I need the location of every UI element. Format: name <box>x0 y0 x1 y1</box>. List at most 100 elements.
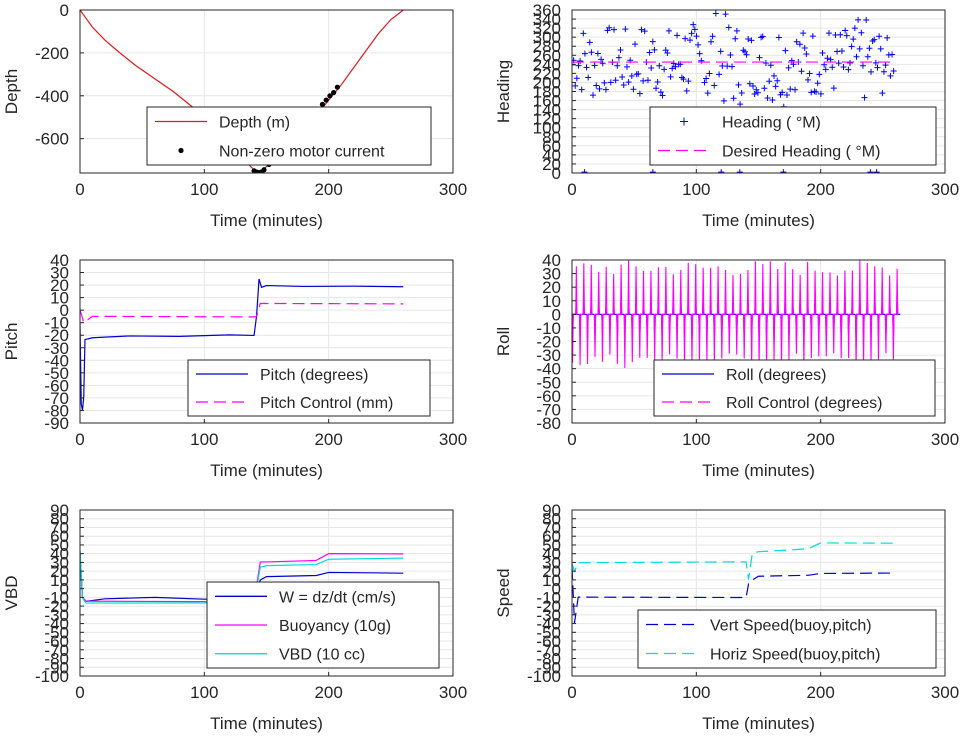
y-tick-label: 180 <box>533 83 561 102</box>
series-2-1-point <box>670 60 677 67</box>
series-2-1-point <box>830 85 837 92</box>
series-2-1-point <box>718 169 725 173</box>
series-2-1-point <box>793 38 800 45</box>
chart-panel-2: 0 100 200 300020406080100120140160180200220… <box>494 1 959 230</box>
series-2-1-point <box>858 29 865 36</box>
series-2-1-point <box>641 28 648 35</box>
series-2-1-point <box>690 21 697 28</box>
series-2-1-point <box>761 85 768 92</box>
series-2-1-point <box>667 73 674 80</box>
legend-entry: Roll (degrees) <box>726 367 826 384</box>
series-1-2-point <box>323 97 329 103</box>
series-2-1-point <box>709 33 716 40</box>
y-tick-label: 70 <box>542 518 561 537</box>
series-2-1-point <box>783 91 790 98</box>
y-tick-label: -60 <box>44 632 69 651</box>
legend-entry: Buoyancy (10g) <box>279 618 391 635</box>
plot-area <box>572 542 896 624</box>
series-2-1-point <box>887 72 894 79</box>
y-tick-label: -70 <box>44 389 69 408</box>
y-tick-label: 80 <box>50 510 69 529</box>
series-2-1-point <box>661 66 668 73</box>
y-tick-label: 140 <box>533 101 561 120</box>
series-2-1-point <box>701 79 708 86</box>
y-tick-label: -40 <box>536 360 561 379</box>
x-tick-label: 200 <box>314 180 342 199</box>
series-2-1-point <box>632 41 639 48</box>
y-tick-label: 280 <box>533 37 561 56</box>
series-2-1-point <box>614 62 621 69</box>
series-2-1-point <box>798 68 805 75</box>
y-tick-label: -100 <box>527 667 561 686</box>
series-2-1-point <box>850 36 857 43</box>
y-tick-label: 20 <box>542 278 561 297</box>
series-2-1-point <box>649 169 656 173</box>
series-2-1-point <box>577 57 584 64</box>
x-tick-label: 0 <box>75 180 84 199</box>
series-4-2-line <box>572 260 899 369</box>
y-tick-label: -50 <box>536 623 561 642</box>
series-2-1-point <box>716 71 723 78</box>
x-tick-label: 0 <box>567 430 576 449</box>
series-1-2-point <box>334 84 340 90</box>
chart-panel-5: 0 100 200 300-100-90-80-70-60-50-40-30-20-1… <box>2 501 467 733</box>
series-2-1-point <box>737 101 744 108</box>
series-2-1-point <box>879 90 886 97</box>
series-2-1-point <box>588 49 595 56</box>
series-2-1-point <box>619 74 626 81</box>
y-tick-label: 0 <box>552 580 561 599</box>
series-2-1-point <box>859 62 866 69</box>
series-2-1-point <box>745 35 752 42</box>
x-tick-label: 300 <box>439 180 467 199</box>
legend-entry: Desired Heading ( °M) <box>722 144 880 161</box>
series-2-1-point <box>674 32 681 39</box>
series-2-1-point <box>612 77 619 84</box>
series-2-1-point <box>708 38 715 45</box>
y-tick-label: -400 <box>35 87 69 106</box>
y-axis-label: Heading <box>494 60 513 123</box>
y-tick-label: -40 <box>44 351 69 370</box>
series-2-1-point <box>659 92 666 99</box>
series-2-1-point <box>792 86 799 93</box>
series-2-1-point <box>855 16 862 23</box>
legend-entry: Horiz Speed(buoy,pitch) <box>710 647 880 664</box>
plot-area <box>80 278 404 411</box>
y-tick-label: 220 <box>533 64 561 83</box>
y-tick-label: -90 <box>44 414 69 433</box>
series-2-1-point <box>725 24 732 31</box>
x-tick-label: 200 <box>806 430 834 449</box>
y-tick-label: 30 <box>50 264 69 283</box>
y-tick-label: 40 <box>50 251 69 270</box>
y-tick-label: -60 <box>44 376 69 395</box>
y-tick-label: 10 <box>542 292 561 311</box>
series-2-1-point <box>829 64 836 71</box>
series-2-1-point <box>735 81 742 88</box>
x-tick-label: 200 <box>806 180 834 199</box>
x-tick-label: 100 <box>682 683 710 702</box>
series-2-1-point <box>688 30 695 37</box>
series-2-1-point <box>775 34 782 41</box>
series-2-1-point <box>876 33 883 40</box>
legend-entry: Roll Control (degrees) <box>726 395 883 412</box>
series-2-1-point <box>825 30 832 37</box>
series-2-1-point <box>751 90 758 97</box>
series-2-1-point <box>774 77 781 84</box>
series-2-1-point <box>837 31 844 38</box>
x-axis-label: Time (minutes) <box>702 211 815 230</box>
series-2-1-point <box>680 76 687 83</box>
series-2-1-point <box>583 64 590 71</box>
y-tick-label: -80 <box>536 414 561 433</box>
series-1-2-point <box>261 167 267 173</box>
x-tick-label: 100 <box>190 180 218 199</box>
x-tick-label: 0 <box>75 430 84 449</box>
series-2-1-point <box>880 68 887 75</box>
series-2-1-point <box>873 169 880 173</box>
series-2-1-point <box>711 82 718 89</box>
series-2-1-point <box>813 89 820 96</box>
series-3-1-line <box>80 278 404 411</box>
y-tick-label: 60 <box>542 137 561 156</box>
y-tick-label: -70 <box>536 641 561 660</box>
series-2-1-point <box>853 53 860 60</box>
y-axis-label: Pitch <box>2 323 21 361</box>
series-2-1-point <box>861 94 868 101</box>
